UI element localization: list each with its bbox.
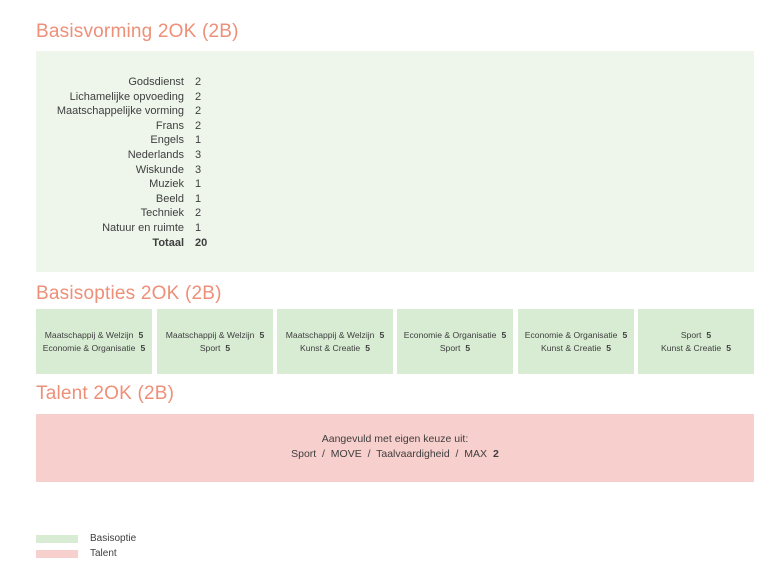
option-name: Kunst & Creatie <box>661 343 722 353</box>
subject-row: Maatschappelijke vorming 2 <box>36 104 754 119</box>
talent-panel: Aangevuld met eigen keuze uit: Sport / M… <box>36 414 754 482</box>
option-hours: 5 <box>225 343 231 353</box>
subject-row: Wiskunde 3 <box>36 163 754 178</box>
subject-row: Techniek 2 <box>36 206 754 221</box>
basisoptie-tile: Maatschappij & Welzijn 5 Kunst & Creatie 5 <box>277 309 393 374</box>
option-hours: 5 <box>138 330 144 340</box>
basisvorming-title: Basisvorming 2OK (2B) <box>36 21 239 42</box>
basisoptie-line: Kunst & Creatie 5 <box>277 343 393 353</box>
talent-options-text: Sport / MOVE / Taalvaardigheid / MAX <box>291 448 488 460</box>
subject-list: Godsdienst 2 Lichamelijke opvoeding 2 Maatsc… <box>36 75 754 250</box>
subject-hours: 2 <box>195 90 202 103</box>
option-name: Economie & Organisatie <box>42 343 136 353</box>
subject-row: Frans 2 <box>36 119 754 134</box>
subject-name: Wiskunde <box>135 163 184 176</box>
basisoptie-tile: Maatschappij & Welzijn 5 Sport 5 <box>157 309 273 374</box>
basisoptie-line: Maatschappij & Welzijn 5 <box>36 330 152 340</box>
talent-title: Talent 2OK (2B) <box>36 383 175 404</box>
subject-name: Muziek <box>149 178 184 191</box>
subject-hours: 1 <box>195 134 202 147</box>
total-hours: 20 <box>195 236 208 249</box>
talent-intro: Aangevuld met eigen keuze uit: <box>321 433 469 445</box>
option-name: Economie & Organisatie <box>524 330 618 340</box>
option-name: Maatschappij & Welzijn <box>44 330 134 340</box>
subject-hours: 3 <box>195 148 202 161</box>
option-name: Sport <box>199 343 221 353</box>
subject-row: Nederlands 3 <box>36 148 754 163</box>
subject-row: Godsdienst 2 <box>36 75 754 90</box>
option-name: Kunst & Creatie <box>541 343 602 353</box>
option-hours: 5 <box>622 330 628 340</box>
basisvorming-panel: Godsdienst 2 Lichamelijke opvoeding 2 Maatsc… <box>36 51 754 272</box>
subject-name: Godsdienst <box>128 76 184 88</box>
option-hours: 5 <box>259 330 265 340</box>
subject-name: Beeld <box>155 192 184 205</box>
legend-swatch-talent <box>36 550 78 558</box>
subject-name: Maatschappelijke vorming <box>56 105 184 118</box>
subject-row: Muziek 1 <box>36 177 754 192</box>
subject-hours: 1 <box>195 192 202 205</box>
subject-hours: 2 <box>195 119 202 132</box>
basisoptie-tile: Sport 5 Kunst & Creatie 5 <box>638 309 754 374</box>
option-name: Maatschappij & Welzijn <box>285 330 375 340</box>
basisoptie-line: Sport 5 <box>157 343 273 353</box>
basisoptie-tile: Maatschappij & Welzijn 5 Economie & Organi… <box>36 309 152 374</box>
total-label: Totaal <box>152 236 184 249</box>
subject-row: Beeld 1 <box>36 192 754 207</box>
option-hours: 5 <box>726 343 731 353</box>
basisoptie-line: Kunst & Creatie 5 <box>518 343 634 353</box>
basisoptie-tile: Economie & Organisatie 5 Sport 5 <box>397 309 513 374</box>
basisopties-grid: Maatschappij & Welzijn 5 Economie & Organi… <box>36 309 754 374</box>
basisoptie-line: Kunst & Creatie 5 <box>638 343 754 353</box>
option-hours: 5 <box>501 330 507 340</box>
option-name: Maatschappij & Welzijn <box>165 330 255 340</box>
basisoptie-line: Sport 5 <box>638 330 754 340</box>
subject-row: Lichamelijke opvoeding 2 <box>36 90 754 105</box>
option-hours: 5 <box>606 343 611 353</box>
basisoptie-line: Economie & Organisatie 5 <box>397 330 513 340</box>
subject-name: Techniek <box>140 207 184 220</box>
subject-name: Frans <box>155 119 184 132</box>
subject-name: Lichamelijke opvoeding <box>69 90 184 103</box>
option-hours: 5 <box>140 343 146 353</box>
legend-label-basisoptie: Basisoptie <box>90 533 137 544</box>
talent-options: Sport / MOVE / Taalvaardigheid / MAX 2 <box>36 448 754 460</box>
option-name: Economie & Organisatie <box>403 330 497 340</box>
subject-row: Engels 1 <box>36 133 754 148</box>
total-row: Totaal 20 <box>36 236 754 251</box>
subject-hours: 1 <box>195 178 202 191</box>
option-name: Kunst & Creatie <box>300 343 361 353</box>
option-hours: 5 <box>706 330 712 340</box>
option-name: Sport <box>439 343 461 353</box>
subject-hours: 3 <box>195 163 202 176</box>
legend-swatch-basisoptie <box>36 535 78 543</box>
subject-name: Nederlands <box>127 148 184 161</box>
option-hours: 5 <box>365 343 370 353</box>
basisoptie-line: Maatschappij & Welzijn 5 <box>277 330 393 340</box>
subject-hours: 2 <box>195 76 202 88</box>
option-hours: 5 <box>465 343 471 353</box>
legend-label-talent: Talent <box>90 548 117 559</box>
subject-hours: 1 <box>195 221 202 234</box>
option-hours: 5 <box>379 330 385 340</box>
basisoptie-line: Sport 5 <box>397 343 513 353</box>
talent-hours: 2 <box>493 448 499 460</box>
basisoptie-tile: Economie & Organisatie 5 Kunst & Creatie 5 <box>518 309 634 374</box>
basisoptie-line: Maatschappij & Welzijn 5 <box>157 330 273 340</box>
subject-name: Engels <box>150 134 184 147</box>
subject-hours: 2 <box>195 207 202 220</box>
subject-row: Natuur en ruimte 1 <box>36 221 754 236</box>
basisopties-title: Basisopties 2OK (2B) <box>36 283 222 304</box>
subject-hours: 2 <box>195 105 202 118</box>
option-name: Sport <box>680 330 702 340</box>
basisoptie-line: Economie & Organisatie 5 <box>36 343 152 353</box>
basisoptie-line: Economie & Organisatie 5 <box>518 330 634 340</box>
subject-name: Natuur en ruimte <box>102 221 184 234</box>
